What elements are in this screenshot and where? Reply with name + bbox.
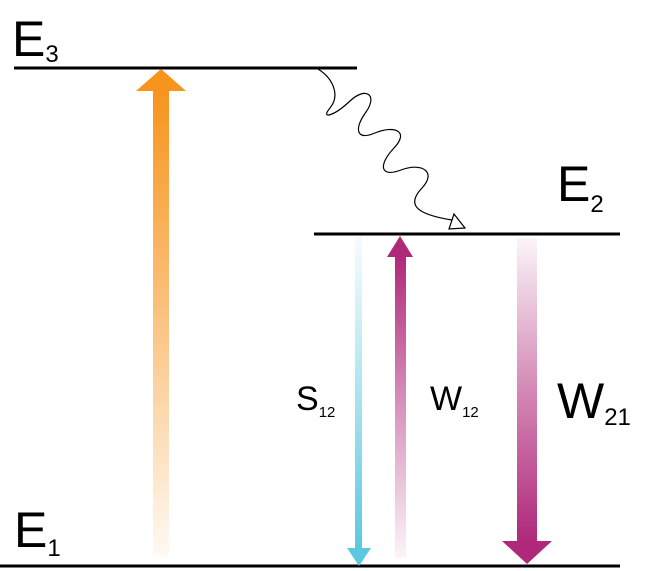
w21-arrow <box>502 238 552 564</box>
nonradiative-decay-arrow <box>317 68 467 230</box>
level-e1-label: E1 <box>14 502 61 562</box>
level-e3-label: E3 <box>12 11 59 68</box>
w12-arrow <box>387 236 413 558</box>
s12-arrow <box>347 237 371 566</box>
w21-label: W21 <box>557 373 631 431</box>
level-e2-label: E2 <box>557 156 604 218</box>
w12-label: W12 <box>430 380 479 421</box>
pump-arrow <box>136 69 186 556</box>
s12-label: S12 <box>296 380 335 421</box>
